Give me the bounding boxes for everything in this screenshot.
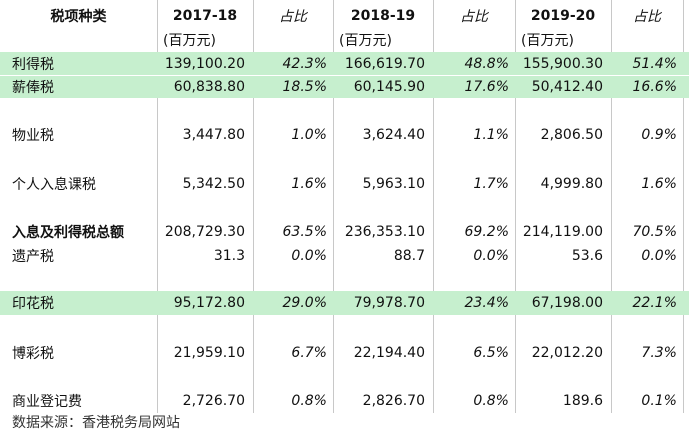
share-2019-20: 70.5% (632, 224, 677, 240)
share-2018-19: 1.1% (473, 127, 509, 143)
column-divider (253, 0, 254, 413)
value-2017-18: 60,838.80 (173, 79, 245, 95)
value-2017-18: 3,447.80 (182, 127, 245, 143)
value-2018-19: 2,826.70 (362, 393, 425, 409)
row-name: 印花税 (12, 296, 54, 312)
table-row: 利得税 139,100.20 42.3% 166,619.70 48.8% 15… (0, 52, 689, 75)
share-2018-19: 6.5% (473, 345, 509, 361)
header-category: 税项种类 (50, 9, 107, 25)
column-divider (515, 0, 516, 413)
column-divider (683, 0, 684, 413)
share-2019-20: 0.1% (641, 393, 677, 409)
share-2017-18: 42.3% (282, 55, 327, 72)
share-2017-18: 63.5% (282, 224, 327, 240)
share-2018-19: 69.2% (464, 224, 509, 240)
table-row: 个人入息课税 5,342.50 1.6% 5,963.10 1.7% 4,999… (0, 171, 689, 197)
share-2019-20: 51.4% (632, 55, 677, 72)
share-2018-19: 23.4% (464, 295, 509, 311)
table-row: 博彩税 21,959.10 6.7% 22,194.40 6.5% 22,012… (0, 340, 689, 366)
unit-label: (百万元) (521, 33, 574, 49)
value-2018-19: 79,978.70 (353, 295, 425, 311)
value-2019-20: 67,198.00 (531, 295, 603, 311)
value-2019-20: 22,012.20 (531, 345, 603, 361)
value-2018-19: 22,194.40 (353, 345, 425, 361)
share-2018-19: 1.7% (473, 176, 509, 192)
value-2018-19: 5,963.10 (362, 176, 425, 192)
header-year-2019-20: 2019-20 (530, 8, 596, 24)
table-row-highlight: 印花税 95,172.80 29.0% 79,978.70 23.4% 67,1… (0, 291, 689, 315)
unit-label: (百万元) (163, 33, 216, 49)
header-share-1: 占比 (279, 9, 307, 25)
share-2019-20: 1.6% (641, 176, 677, 192)
unit-row: (百万元) (百万元) (百万元) (0, 28, 689, 52)
table-row: 遗产税 31.3 0.0% 88.7 0.0% 53.6 0.0% (0, 244, 689, 268)
table-row: 物业税 3,447.80 1.0% 3,624.40 1.1% 2,806.50… (0, 122, 689, 148)
share-2017-18: 6.7% (291, 345, 327, 361)
column-divider (433, 0, 434, 413)
source-note: 数据来源：香港税务局网站 (12, 415, 180, 431)
value-2019-20: 189.6 (562, 393, 603, 409)
share-2019-20: 22.1% (632, 295, 677, 311)
value-2017-18: 21,959.10 (173, 345, 245, 361)
value-2019-20: 2,806.50 (540, 127, 603, 143)
share-2019-20: 0.0% (641, 248, 677, 264)
header-year-2018-19: 2018-19 (350, 8, 416, 24)
row-name: 薪俸税 (12, 80, 54, 96)
value-2019-20: 53.6 (571, 248, 603, 264)
value-2017-18: 95,172.80 (173, 295, 245, 311)
column-divider (333, 0, 334, 413)
value-2017-18: 31.3 (213, 248, 245, 264)
value-2018-19: 236,353.10 (344, 224, 425, 240)
value-2017-18: 208,729.30 (164, 224, 245, 240)
tax-table: 税项种类 2017-18 占比 2018-19 占比 2019-20 占比 (百… (0, 0, 689, 413)
table-row: 薪俸税 60,838.80 18.5% 60,145.90 17.6% 50,4… (0, 76, 689, 98)
share-2018-19: 0.0% (473, 248, 509, 264)
value-2019-20: 214,119.00 (522, 224, 603, 240)
share-2019-20: 7.3% (641, 345, 677, 361)
row-name: 利得税 (12, 56, 54, 73)
value-2019-20: 50,412.40 (531, 79, 603, 95)
share-2018-19: 0.8% (473, 393, 509, 409)
share-2018-19: 17.6% (464, 79, 509, 95)
value-2017-18: 5,342.50 (182, 176, 245, 192)
share-2019-20: 16.6% (632, 79, 677, 95)
value-2017-18: 2,726.70 (182, 393, 245, 409)
row-name: 入息及利得税总额 (12, 225, 124, 241)
column-divider (611, 0, 612, 413)
share-2017-18: 29.0% (282, 295, 327, 311)
share-2017-18: 1.6% (291, 176, 327, 192)
header-share-3: 占比 (633, 9, 661, 25)
value-2019-20: 4,999.80 (540, 176, 603, 192)
share-2017-18: 18.5% (282, 79, 327, 95)
value-2019-20: 155,900.30 (522, 55, 603, 72)
table-row: 商业登记费 2,726.70 0.8% 2,826.70 0.8% 189.6 … (0, 389, 689, 413)
table-header-row: 税项种类 2017-18 占比 2018-19 占比 2019-20 占比 (0, 4, 689, 28)
share-2017-18: 0.0% (291, 248, 327, 264)
row-divider (0, 75, 689, 76)
share-2017-18: 1.0% (291, 127, 327, 143)
value-2018-19: 88.7 (393, 248, 425, 264)
row-name: 物业税 (12, 128, 54, 144)
table-row-total: 入息及利得税总额 208,729.30 63.5% 236,353.10 69.… (0, 220, 689, 244)
share-2019-20: 0.9% (641, 127, 677, 143)
value-2018-19: 166,619.70 (344, 55, 425, 72)
value-2018-19: 3,624.40 (362, 127, 425, 143)
header-share-2: 占比 (460, 9, 488, 25)
unit-label: (百万元) (339, 33, 392, 49)
value-2018-19: 60,145.90 (353, 79, 425, 95)
row-name: 商业登记费 (12, 394, 82, 410)
row-name: 遗产税 (12, 249, 54, 265)
column-divider (157, 0, 158, 413)
row-name: 博彩税 (12, 346, 54, 362)
row-name: 个人入息课税 (12, 177, 96, 193)
header-year-2017-18: 2017-18 (172, 8, 238, 24)
value-2017-18: 139,100.20 (164, 55, 245, 72)
share-2017-18: 0.8% (291, 393, 327, 409)
share-2018-19: 48.8% (464, 55, 509, 72)
